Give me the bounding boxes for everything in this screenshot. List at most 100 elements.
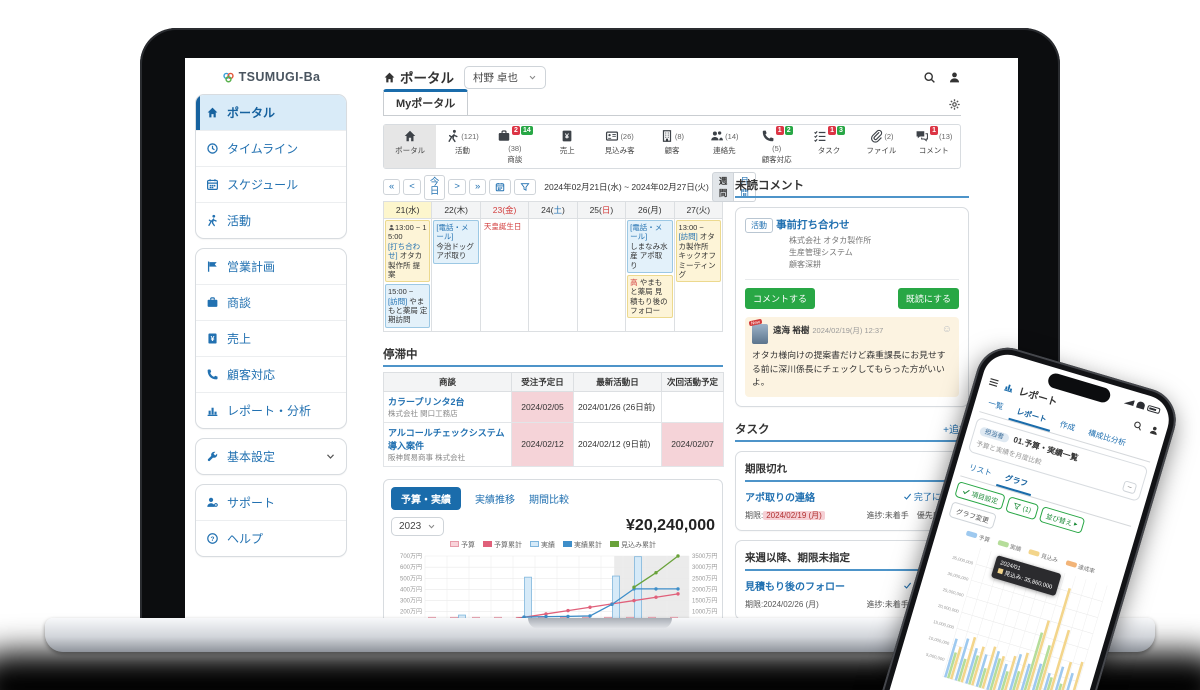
calendar-event[interactable]: [電話・メール] しまなみ水産 アポ取り [627,220,673,273]
sidebar-item-reports[interactable]: レポート・分析 [196,392,346,428]
day-cell[interactable]: 天皇誕生日 [479,218,530,332]
calendar-event[interactable]: 13:00 ~ [訪問] オタカ製作所 キックオフミーティング [675,220,721,283]
month-view-button[interactable]: 月間 [734,172,756,202]
menu-icon[interactable] [987,376,1001,390]
sidebar-item-deals[interactable]: 商談 [196,284,346,320]
toolbar-deals[interactable]: 2 14 (38) 商談 [489,125,541,168]
search-icon[interactable] [1132,419,1144,431]
check-icon [903,581,912,590]
add-task-link[interactable]: +追加 [943,425,969,437]
column-header[interactable]: 受注予定日 [511,371,574,392]
toolbar-contacts[interactable]: (14) 連絡先 [698,125,750,168]
sidebar-item-activity[interactable]: 活動 [196,202,346,238]
day-cell[interactable]: [電話・メール] しまなみ水産 アポ取り 高 やまもと薬局 見積もり後のフォロー [625,218,675,332]
day-header[interactable]: 27(火) [673,201,724,219]
task-link[interactable]: アポ取りの連絡 [745,492,815,504]
user-select[interactable]: 村野 卓也 [464,65,546,89]
day-cell[interactable]: 13:00 ~ 15:00 [打ち合わせ] オタカ製作所 提案 15:00 ~ [訪… [382,218,433,332]
sidebar-item-schedule[interactable]: スケジュール [196,166,346,202]
day-cell[interactable] [528,218,578,332]
day-cell[interactable]: [電話・メール] 今治ドッグ アポ取り [431,218,481,332]
column-header[interactable]: 最新活動日 [573,371,662,392]
tab-actual-trend[interactable]: 実績推移 [475,494,515,506]
due-date: 2024/02/19 (月) [763,510,825,520]
sidebar-item-customer-support[interactable]: 顧客対応 [196,356,346,392]
tab-my-portal[interactable]: Myポータル [383,89,469,115]
calendar-next-button[interactable]: > [448,179,466,195]
calendar-event[interactable]: 15:00 ~ [訪問] やまもと薬局 定期訪問 [385,284,431,328]
task-link[interactable]: 見積もり後のフォロー [745,581,845,593]
order-date: 2024/02/12 [511,421,574,467]
calendar-event[interactable]: 13:00 ~ 15:00 [打ち合わせ] オタカ製作所 提案 [385,220,431,283]
sidebar-item-timeline[interactable]: タイムライン [196,130,346,166]
activity-link[interactable]: 事前打ち合わせ [776,219,850,231]
toolbar-files[interactable]: (2) ファイル [855,125,907,168]
tab-list-view[interactable]: リスト [967,462,993,478]
day-cell[interactable] [576,218,627,332]
calendar-filter-button[interactable] [514,179,537,195]
deal-link[interactable]: アルコールチェックシステム導入案件 [388,427,505,451]
flag-icon [206,260,219,273]
day-header[interactable]: 26(月) [625,201,675,219]
comment-author: 遠海 裕樹 2024/02/19(月) 12:37 [773,325,884,335]
calendar-event[interactable]: [電話・メール] 今治ドッグ アポ取り [433,220,479,264]
toolbar-activity[interactable]: (121) 活動 [436,125,488,168]
sidebar-item-help[interactable]: ヘルプ [196,520,346,556]
day-header[interactable]: 23(金) [479,201,530,219]
speech-bubbles-icon [915,129,929,143]
comment-project: 生産管理システム [789,248,853,257]
deal-link[interactable]: カラープリンタ2台 [388,396,465,407]
tab-list[interactable]: 一覧 [986,398,1005,412]
collapse-button[interactable]: – [1121,480,1138,495]
column-header[interactable]: 次回活動予定 [661,371,724,392]
mark-read-button[interactable]: 既読にする [897,288,959,309]
search-icon[interactable] [923,71,936,84]
year-select[interactable]: 2023 [391,516,445,536]
laptop-screen: TSUMUGI-Ba ポータル タイムライン スケジュール 活動 営業計画 商談… [185,58,1018,620]
gear-icon[interactable] [948,98,961,111]
toolbar-accounts[interactable]: (8) 顧客 [646,125,698,168]
day-header[interactable]: 22(木) [431,201,481,219]
toolbar-tasks[interactable]: 1 3 タスク [803,125,855,168]
day-header[interactable]: 24(土) [528,201,578,219]
tab-create[interactable]: 作成 [1058,419,1077,433]
svg-text:25,000,000: 25,000,000 [942,587,965,598]
tab-budget-actual[interactable]: 予算・実績 [391,486,461,510]
filter-button[interactable]: (1) [1005,496,1039,521]
toolbar-comments[interactable]: 1 (13) コメント [908,125,960,168]
column-header[interactable]: 商談 [383,371,512,392]
calendar-last-button[interactable]: » [468,179,487,195]
week-view-button[interactable]: 週間 [711,172,735,202]
user-icon[interactable] [948,71,961,84]
calendar-today-button[interactable]: 今日 [423,174,446,200]
sidebar-item-settings[interactable]: 基本設定 [196,439,346,474]
week-calendar: 21(水) 22(木) 23(金) 24(土) 25(日) 26(月) 27(火… [382,201,724,332]
sidebar-item-revenue[interactable]: 売上 [196,320,346,356]
reaction-icon[interactable]: ☺ [941,324,952,335]
user-icon[interactable] [1148,424,1160,436]
calendar-prev-button[interactable]: < [403,179,421,195]
tab-period-compare[interactable]: 期間比較 [529,494,569,506]
day-cell[interactable]: 13:00 ~ [訪問] オタカ製作所 キックオフミーティング [673,218,724,332]
day-header[interactable]: 21(水) [382,201,433,219]
tab-graph-view[interactable]: グラフ [996,467,1036,497]
new-badge: New [748,318,763,327]
sidebar-item-portal[interactable]: ポータル [196,95,346,130]
toolbar-leads[interactable]: (26) 見込み客 [593,125,645,168]
svg-text:15,000,000: 15,000,000 [933,619,956,630]
sidebar-item-label: 顧客対応 [227,368,276,382]
toolbar-revenue[interactable]: 売上 [541,125,593,168]
calendar-first-button[interactable]: « [383,179,401,195]
sidebar-item-sales-plan[interactable]: 営業計画 [196,249,346,284]
phone: レポート 一覧 レポート 作成 構成比分析 担当者 01.予算・実績一覧 予算と… [863,340,1184,690]
comment-button[interactable]: コメントする [745,288,816,309]
calendar-picker-button[interactable] [489,179,512,195]
sidebar-item-support[interactable]: サポート [196,485,346,520]
day-header[interactable]: 25(日) [576,201,627,219]
red-badge: 2 [512,126,520,135]
calendar-event[interactable]: 高 やまもと薬局 見積もり後のフォロー [627,274,673,319]
toolbar-portal[interactable]: ポータル [384,125,437,168]
complete-link[interactable]: 完了にする [903,490,959,503]
toolbar-support[interactable]: 1 2 (5) 顧客対応 [761,126,793,164]
deal-company: 阪神貿易商事 株式会社 [388,452,466,462]
